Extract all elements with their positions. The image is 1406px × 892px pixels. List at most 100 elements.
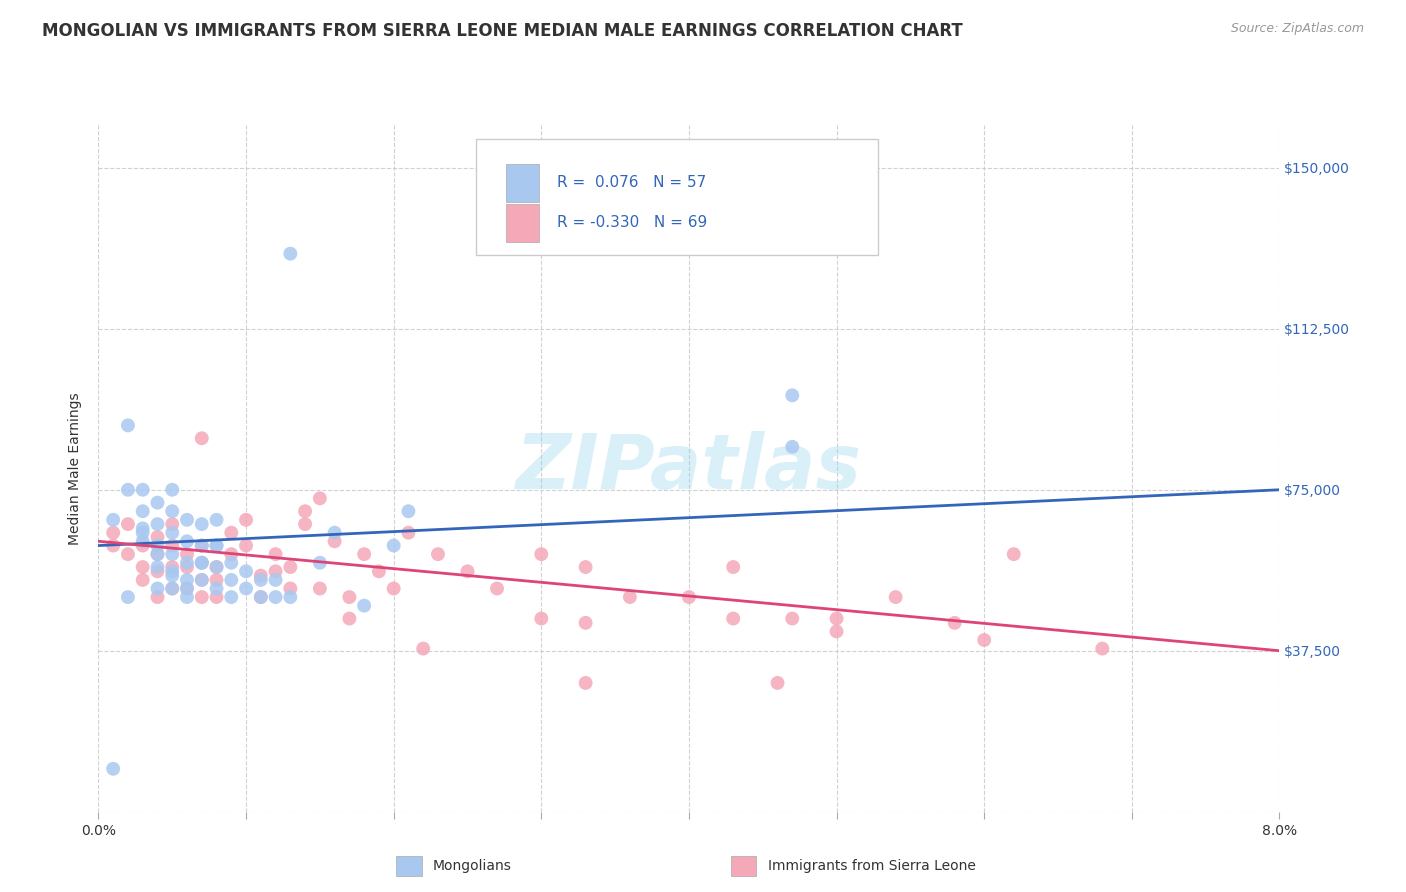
Point bbox=[162, 568, 183, 582]
Point bbox=[191, 517, 214, 532]
Point bbox=[574, 676, 596, 690]
Point bbox=[264, 547, 287, 561]
Point bbox=[132, 504, 155, 518]
Point bbox=[162, 504, 183, 518]
Point bbox=[250, 590, 273, 604]
Point bbox=[235, 539, 257, 553]
Point bbox=[264, 573, 287, 587]
Text: Mongolians: Mongolians bbox=[433, 859, 512, 873]
Point bbox=[205, 539, 228, 553]
Point bbox=[219, 556, 242, 570]
Point bbox=[530, 547, 553, 561]
Point bbox=[146, 547, 169, 561]
Point bbox=[103, 513, 125, 527]
Point bbox=[205, 582, 228, 596]
Point bbox=[103, 525, 125, 540]
Point bbox=[146, 560, 169, 574]
Point bbox=[721, 611, 744, 625]
Point bbox=[162, 582, 183, 596]
Point bbox=[132, 560, 155, 574]
Point bbox=[176, 513, 198, 527]
Point bbox=[825, 624, 848, 639]
Point bbox=[176, 573, 198, 587]
Point bbox=[191, 573, 214, 587]
Point bbox=[146, 517, 169, 532]
Point bbox=[619, 590, 641, 604]
Point bbox=[323, 525, 346, 540]
Point bbox=[132, 573, 155, 587]
Point bbox=[264, 590, 287, 604]
Point bbox=[146, 539, 169, 553]
Point bbox=[382, 582, 405, 596]
Point bbox=[146, 530, 169, 544]
Point bbox=[219, 573, 242, 587]
Point bbox=[205, 573, 228, 587]
Point bbox=[146, 564, 169, 578]
Point bbox=[162, 582, 183, 596]
Point bbox=[456, 564, 478, 578]
Point bbox=[294, 517, 316, 532]
Point bbox=[162, 517, 183, 532]
Point bbox=[574, 615, 596, 630]
Point bbox=[191, 431, 214, 445]
Point bbox=[235, 564, 257, 578]
Point bbox=[162, 483, 183, 497]
Point bbox=[176, 534, 198, 549]
Point bbox=[308, 582, 332, 596]
Point bbox=[973, 633, 995, 648]
Text: R =  0.076   N = 57: R = 0.076 N = 57 bbox=[557, 176, 706, 190]
Point bbox=[191, 556, 214, 570]
Point bbox=[205, 539, 228, 553]
Text: Immigrants from Sierra Leone: Immigrants from Sierra Leone bbox=[768, 859, 976, 873]
Point bbox=[782, 388, 804, 402]
Point bbox=[191, 590, 214, 604]
Point bbox=[264, 564, 287, 578]
Point bbox=[353, 599, 375, 613]
Point bbox=[205, 560, 228, 574]
Text: MONGOLIAN VS IMMIGRANTS FROM SIERRA LEONE MEDIAN MALE EARNINGS CORRELATION CHART: MONGOLIAN VS IMMIGRANTS FROM SIERRA LEON… bbox=[42, 22, 963, 40]
Point bbox=[943, 615, 966, 630]
Point bbox=[219, 590, 242, 604]
Point bbox=[1091, 641, 1114, 656]
Point bbox=[396, 525, 419, 540]
Point bbox=[191, 573, 214, 587]
Point bbox=[132, 483, 155, 497]
Point bbox=[146, 590, 169, 604]
Point bbox=[146, 495, 169, 509]
Point bbox=[782, 440, 804, 454]
Point bbox=[117, 547, 139, 561]
Point bbox=[191, 556, 214, 570]
Point bbox=[176, 547, 198, 561]
Point bbox=[250, 568, 273, 582]
Point bbox=[412, 641, 434, 656]
Point bbox=[485, 582, 508, 596]
Point bbox=[250, 573, 273, 587]
Point bbox=[825, 611, 848, 625]
Point bbox=[278, 582, 302, 596]
Point bbox=[162, 560, 183, 574]
Point bbox=[678, 590, 700, 604]
Point bbox=[530, 611, 553, 625]
Point bbox=[205, 560, 228, 574]
Point bbox=[162, 539, 183, 553]
Point bbox=[191, 539, 214, 553]
Point bbox=[176, 582, 198, 596]
FancyBboxPatch shape bbox=[477, 138, 877, 255]
Point bbox=[162, 525, 183, 540]
Point bbox=[294, 504, 316, 518]
Point bbox=[146, 582, 169, 596]
Point bbox=[191, 539, 214, 553]
Point bbox=[103, 762, 125, 776]
Point bbox=[337, 590, 360, 604]
Point bbox=[574, 560, 596, 574]
Point bbox=[205, 513, 228, 527]
Point bbox=[103, 539, 125, 553]
Point bbox=[884, 590, 907, 604]
Point bbox=[235, 582, 257, 596]
Point bbox=[132, 521, 155, 535]
Point bbox=[337, 611, 360, 625]
Text: ZIPatlas: ZIPatlas bbox=[516, 432, 862, 505]
Point bbox=[308, 491, 332, 506]
Point bbox=[250, 590, 273, 604]
Y-axis label: Median Male Earnings: Median Male Earnings bbox=[69, 392, 83, 545]
